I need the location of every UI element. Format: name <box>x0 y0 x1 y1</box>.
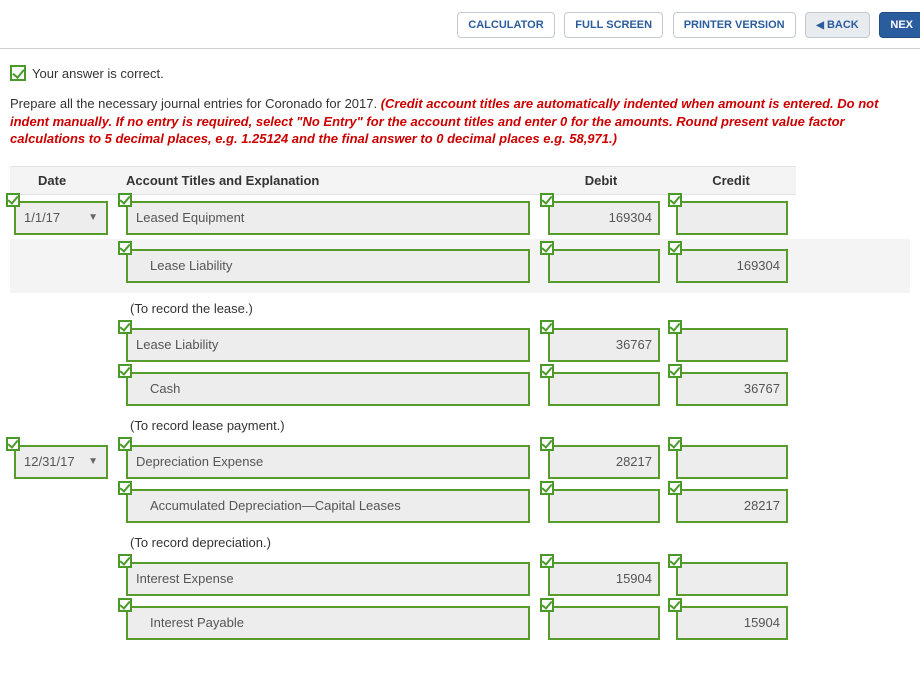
status-row: Your answer is correct. <box>10 65 910 81</box>
back-triangle-icon: ◀ <box>816 20 824 31</box>
table-row: 12/31/17 ▼ Depreciation Expense 28217 <box>10 439 910 483</box>
header-debit: Debit <box>536 166 666 195</box>
credit-input[interactable] <box>676 445 788 479</box>
date-select[interactable]: 12/31/17 ▼ <box>14 445 108 479</box>
credit-input[interactable]: 36767 <box>676 372 788 406</box>
status-text: Your answer is correct. <box>32 66 164 81</box>
credit-input[interactable] <box>676 328 788 362</box>
check-icon <box>118 241 132 255</box>
header-account: Account Titles and Explanation <box>118 166 536 195</box>
credit-input[interactable] <box>676 562 788 596</box>
table-row: Interest Expense 15904 <box>10 556 910 600</box>
next-button[interactable]: NEX <box>879 12 920 38</box>
debit-input[interactable] <box>548 249 660 283</box>
calculator-button[interactable]: CALCULATOR <box>457 12 554 38</box>
check-icon <box>540 554 554 568</box>
header-date: Date <box>10 166 118 195</box>
table-row: (To record the lease.) <box>10 293 910 322</box>
header-credit: Credit <box>666 166 796 195</box>
check-icon <box>540 193 554 207</box>
instructions: Prepare all the necessary journal entrie… <box>10 95 910 148</box>
debit-input[interactable]: 169304 <box>548 201 660 235</box>
caret-icon: ▼ <box>88 203 98 233</box>
debit-input[interactable] <box>548 606 660 640</box>
check-icon <box>540 241 554 255</box>
check-icon <box>540 481 554 495</box>
check-icon <box>118 437 132 451</box>
debit-input[interactable] <box>548 489 660 523</box>
status-check-icon <box>10 65 26 81</box>
table-row: (To record lease payment.) <box>10 410 910 439</box>
check-icon <box>118 364 132 378</box>
entry-note: (To record the lease.) <box>122 295 544 322</box>
table-header: Date Account Titles and Explanation Debi… <box>10 166 910 195</box>
credit-input[interactable]: 169304 <box>676 249 788 283</box>
date-value: 1/1/17 <box>24 203 60 233</box>
table-row: (To record depreciation.) <box>10 527 910 556</box>
check-icon <box>668 193 682 207</box>
debit-input[interactable]: 15904 <box>548 562 660 596</box>
date-value: 12/31/17 <box>24 447 75 477</box>
check-icon <box>668 598 682 612</box>
check-icon <box>668 241 682 255</box>
account-select[interactable]: Interest Payable <box>126 606 530 640</box>
check-icon <box>540 320 554 334</box>
check-icon <box>668 437 682 451</box>
entry-note: (To record lease payment.) <box>122 412 544 439</box>
check-icon <box>540 598 554 612</box>
check-icon <box>118 598 132 612</box>
back-button[interactable]: ◀ BACK <box>805 12 870 38</box>
account-select[interactable]: Interest Expense <box>126 562 530 596</box>
journal-table: Date Account Titles and Explanation Debi… <box>10 166 910 644</box>
check-icon <box>118 554 132 568</box>
account-select[interactable]: Leased Equipment <box>126 201 530 235</box>
check-icon <box>6 437 20 451</box>
table-row: 1/1/17 ▼ Leased Equipment 169304 <box>10 195 910 239</box>
check-icon <box>668 481 682 495</box>
debit-input[interactable]: 28217 <box>548 445 660 479</box>
check-icon <box>668 554 682 568</box>
caret-icon: ▼ <box>88 447 98 477</box>
table-row: Interest Payable 15904 <box>10 600 910 644</box>
account-select[interactable]: Lease Liability <box>126 328 530 362</box>
credit-input[interactable]: 15904 <box>676 606 788 640</box>
back-label: BACK <box>827 19 859 31</box>
check-icon <box>118 320 132 334</box>
account-select[interactable]: Depreciation Expense <box>126 445 530 479</box>
check-icon <box>118 193 132 207</box>
account-select[interactable]: Accumulated Depreciation—Capital Leases <box>126 489 530 523</box>
credit-input[interactable] <box>676 201 788 235</box>
credit-input[interactable]: 28217 <box>676 489 788 523</box>
account-select[interactable]: Cash <box>126 372 530 406</box>
instruction-lead: Prepare all the necessary journal entrie… <box>10 96 381 111</box>
account-select[interactable]: Lease Liability <box>126 249 530 283</box>
printer-button[interactable]: PRINTER VERSION <box>673 12 796 38</box>
date-select[interactable]: 1/1/17 ▼ <box>14 201 108 235</box>
table-row: Lease Liability 169304 <box>10 239 910 293</box>
table-row: Cash 36767 <box>10 366 910 410</box>
check-icon <box>6 193 20 207</box>
debit-input[interactable]: 36767 <box>548 328 660 362</box>
table-row: Accumulated Depreciation—Capital Leases … <box>10 483 910 527</box>
toolbar: CALCULATOR FULL SCREEN PRINTER VERSION ◀… <box>0 0 920 49</box>
check-icon <box>540 437 554 451</box>
check-icon <box>668 320 682 334</box>
fullscreen-button[interactable]: FULL SCREEN <box>564 12 663 38</box>
check-icon <box>118 481 132 495</box>
check-icon <box>668 364 682 378</box>
table-row: Lease Liability 36767 <box>10 322 910 366</box>
check-icon <box>540 364 554 378</box>
entry-note: (To record depreciation.) <box>122 529 544 556</box>
debit-input[interactable] <box>548 372 660 406</box>
